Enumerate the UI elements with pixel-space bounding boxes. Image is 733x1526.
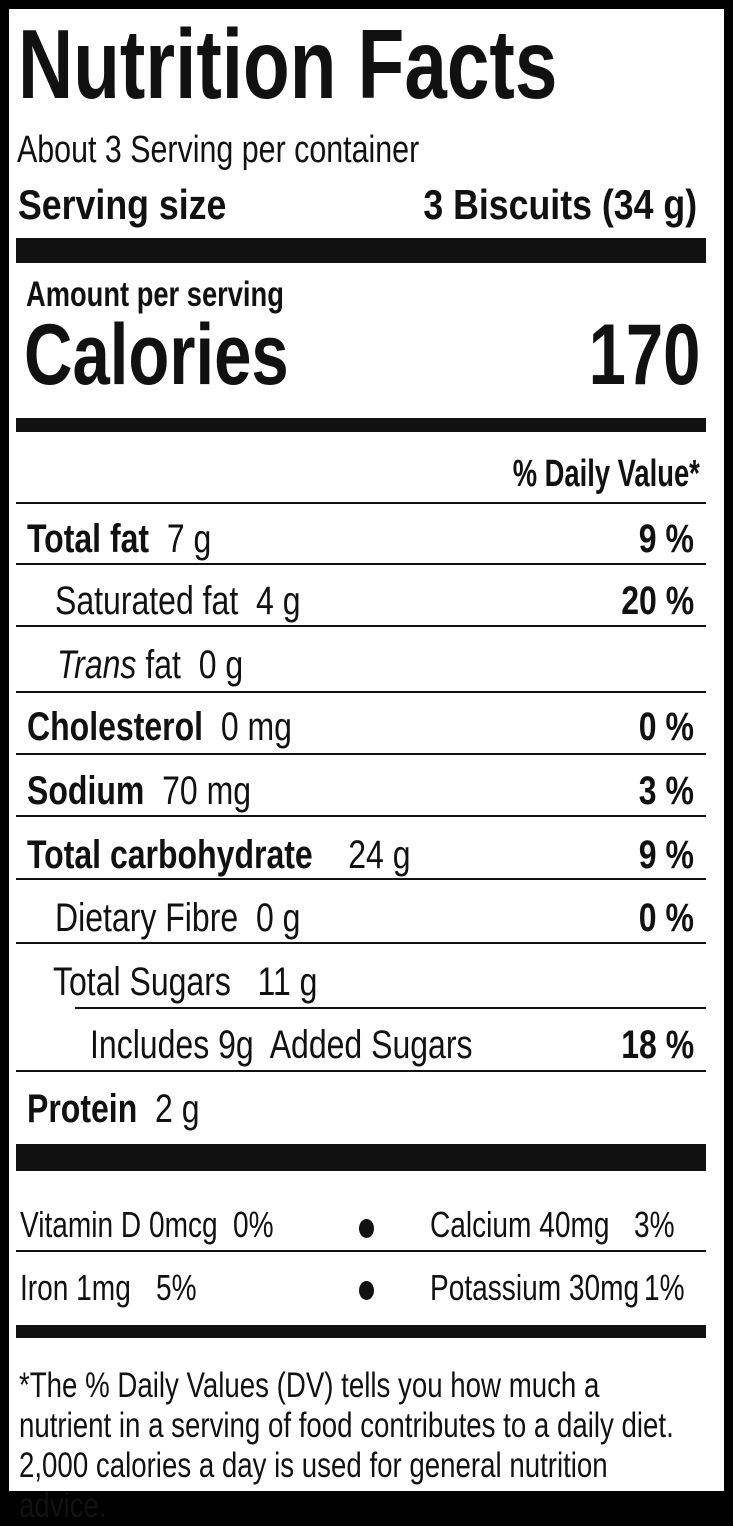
label-title: Nutrition Facts (18, 9, 558, 119)
nutrient-name: Total carbohydrate (27, 833, 313, 877)
micronutrient-dv: 5% (156, 1267, 197, 1308)
nutrient-amount: 24 g (348, 833, 411, 877)
divider (16, 942, 706, 944)
micronutrient-dv: 3% (634, 1204, 675, 1245)
nutrient-dv: 9 % (638, 833, 694, 877)
footnote: *The % Daily Values (DV) tells you how m… (19, 1366, 674, 1525)
nutrient-name: Includes 9g Added Sugars (90, 1023, 473, 1067)
nutrient-name: Total Sugars (53, 960, 231, 1004)
bullet-icon (359, 1219, 374, 1238)
calories-label: Calories (24, 307, 289, 403)
divider (16, 563, 706, 565)
nutrition-facts-label: Nutrition Facts About 3 Serving per cont… (9, 9, 724, 1525)
serving-size-label: Serving size (18, 181, 227, 228)
nutrient-name: fat (136, 643, 181, 687)
micronutrient-dv: 1% (644, 1267, 685, 1308)
micronutrient-label: Iron 1mg (20, 1267, 131, 1308)
divider (16, 815, 706, 817)
bullet-icon (359, 1281, 374, 1300)
nutrient-amount: 11 g (257, 960, 318, 1004)
nutrient-dv: 3 % (638, 769, 694, 813)
divider (16, 691, 706, 693)
divider (16, 1250, 706, 1252)
micronutrient-label: Vitamin D 0mcg (20, 1204, 218, 1245)
nutrient-name: Protein (27, 1087, 138, 1131)
nutrient-name: Dietary Fibre (55, 896, 239, 940)
nutrient-amount: 70 mg (162, 769, 252, 813)
thick-divider (16, 1144, 706, 1171)
amount-per-serving: Amount per serving (26, 275, 284, 314)
nutrient-amount: 2 g (155, 1087, 200, 1131)
servings-per-container: About 3 Serving per container (17, 129, 420, 171)
nutrient-dv: 20 % (621, 579, 694, 623)
nutrient-name: Sodium (27, 769, 145, 813)
nutrient-dv: 0 % (638, 896, 694, 940)
nutrient-amount: 0 g (255, 896, 301, 940)
nutrient-name-italic: Trans (57, 643, 137, 687)
divider (16, 878, 706, 880)
nutrient-name: Cholesterol (27, 705, 204, 749)
daily-value-header: % Daily Value* (512, 453, 700, 495)
nutrient-dv: 9 % (638, 517, 694, 561)
micronutrient-dv: 0% (233, 1204, 274, 1245)
nutrient-name: Total fat (27, 517, 150, 561)
nutrient-name: Saturated fat (55, 579, 239, 623)
calories-value: 170 (588, 307, 700, 403)
nutrient-dv: 18 % (621, 1023, 694, 1067)
thick-divider (16, 238, 706, 263)
divider (16, 625, 706, 627)
medium-divider (16, 418, 706, 432)
divider (16, 502, 706, 504)
divider (16, 753, 706, 755)
nutrient-amount: 7 g (166, 517, 212, 561)
nutrient-amount: 0 g (198, 643, 244, 687)
nutrient-amount: 0 mg (220, 705, 292, 749)
divider (75, 1007, 706, 1009)
divider (16, 1070, 706, 1072)
serving-size-value: 3 Biscuits (34 g) (423, 181, 697, 228)
nutrient-dv: 0 % (638, 705, 694, 749)
micronutrient-label: Calcium 40mg (430, 1204, 610, 1245)
nutrient-amount: 4 g (256, 579, 301, 623)
micronutrient-label: Potassium 30mg (430, 1267, 640, 1308)
medium-divider (16, 1325, 706, 1338)
